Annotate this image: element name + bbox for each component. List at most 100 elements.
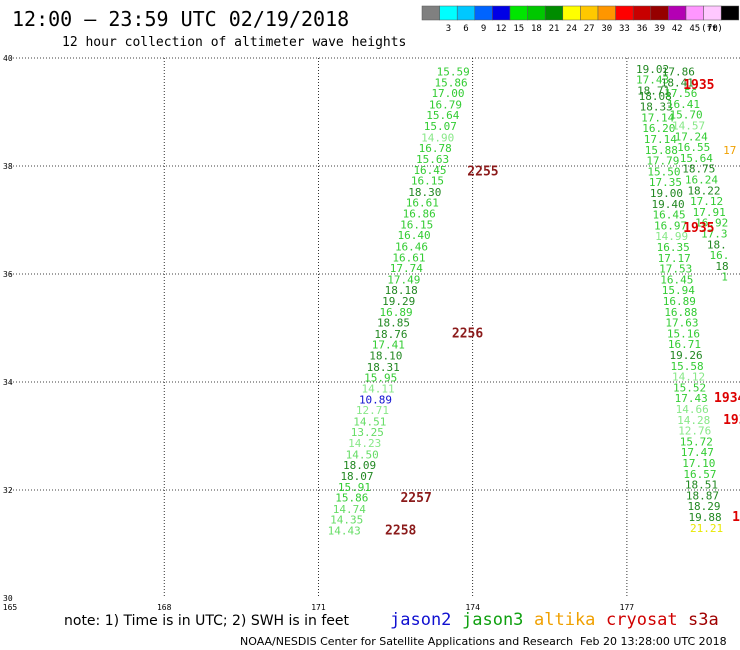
x-tick-label: 165 (3, 603, 18, 612)
wave-height-label: 17 (723, 144, 736, 157)
time-label: 2255 (467, 164, 498, 179)
wave-height-label: 14.35 (330, 514, 363, 527)
wave-height-label: 18.29 (687, 500, 720, 513)
wave-height-label: 17.10 (682, 457, 715, 470)
wave-height-label: 14.28 (677, 414, 710, 427)
wave-height-label: 17.91 (693, 206, 726, 219)
wave-height-label: 18.09 (343, 459, 376, 472)
wave-height-label: 17.24 (675, 130, 708, 143)
satellite-name: jason3 (462, 610, 523, 630)
wave-height-label: 16. (709, 249, 729, 262)
colorbar-label: 21 (549, 24, 560, 34)
y-tick-label: 40 (3, 54, 13, 63)
wave-height-label: 15.86 (435, 76, 468, 89)
satellite-legend: jason2 jason3 altika cryosat s3a (390, 610, 719, 630)
wave-height-label: 17.14 (644, 133, 677, 146)
y-tick-label: 30 (3, 594, 13, 603)
grid-lines (10, 57, 740, 598)
chart-title: 12:00 – 23:59 UTC 02/19/2018 (12, 7, 349, 31)
colorbar-label: 24 (566, 24, 577, 34)
time-label: 2258 (385, 524, 416, 539)
wave-height-label: 19.40 (651, 198, 684, 211)
wave-height-label: 17.43 (675, 392, 708, 405)
colorbar-swatch (720, 5, 740, 21)
colorbar-label: 42 (672, 24, 683, 34)
wave-height-label: 15.52 (673, 381, 706, 394)
colorbar-swatch (509, 5, 528, 21)
wave-height-label: 16.46 (395, 240, 428, 253)
colorbar-label: 36 (637, 24, 648, 34)
colorbar-swatch (615, 5, 634, 21)
wave-height-label: 14.11 (362, 382, 395, 395)
wave-height-label: 16.20 (642, 122, 675, 135)
footer-note: note: 1) Time is in UTC; 2) SWH is in fe… (64, 613, 350, 629)
wave-height-label: 14.43 (328, 525, 361, 538)
time-label: 1935 (683, 221, 714, 236)
wave-height-label: 18.51 (685, 479, 718, 492)
wave-height-label: 16.24 (685, 174, 718, 187)
colorbar-swatch (456, 5, 476, 21)
wave-height-label: 16.45 (660, 273, 693, 286)
time-label: 2256 (452, 326, 483, 341)
footer-credit: NOAA/NESDIS Center for Satellite Applica… (240, 635, 573, 648)
wave-height-label: 14.90 (421, 131, 454, 144)
wave-height-label: 16.45 (652, 209, 685, 222)
colorbar-label: 15 (513, 24, 524, 34)
wave-height-label: 18.18 (385, 284, 418, 297)
colorbar-swatch (562, 5, 581, 21)
time-label: 19 (732, 510, 740, 525)
colorbar-swatch (474, 5, 493, 21)
wave-height-label: 16.79 (429, 98, 462, 111)
colorbar-label: 18 (531, 24, 542, 34)
wave-height-label: 15.58 (670, 360, 703, 373)
wave-height-label: 16.15 (400, 218, 433, 231)
series: 19.0217.4318.7118.0818.3317.1416.2017.14… (636, 63, 723, 535)
wave-height-label: 13.25 (351, 426, 384, 439)
colorbar-label: 27 (584, 24, 595, 34)
wave-height-label: 14.66 (676, 403, 709, 416)
wave-height-label: 16.89 (663, 295, 696, 308)
wave-height-label: 18.75 (682, 163, 715, 176)
satellite-name: cryosat (606, 610, 678, 630)
satellite-name: s3a (688, 610, 719, 630)
wave-height-label: 19.29 (382, 295, 415, 308)
colorbar-swatch (685, 5, 704, 21)
wave-height-label: 18.10 (369, 350, 402, 363)
series: 17 (723, 144, 736, 157)
wave-height-label: 17.14 (641, 111, 674, 124)
wave-height-label: 16.71 (668, 338, 701, 351)
wave-height-label: 16.97 (654, 219, 687, 232)
wave-height-label: 17.35 (649, 176, 682, 189)
wave-height-label: 17.41 (372, 339, 405, 352)
series: 1935 1935 1934 193 19 (683, 78, 740, 525)
wave-height-label: 14.99 (655, 230, 688, 243)
colorbar-swatch (668, 5, 687, 21)
wave-height-label: 16.55 (677, 141, 710, 154)
wave-height-label: 18.87 (686, 489, 719, 502)
wave-height-label: 18.30 (408, 186, 441, 199)
wave-height-label: 18.07 (340, 470, 373, 483)
wave-height-label: 12.71 (356, 404, 389, 417)
series: 2255 2256 2257 2258 (385, 164, 499, 538)
wave-height-label: 18 (715, 260, 728, 273)
wave-height-label: 15.64 (680, 152, 713, 165)
wave-height-label: 18.08 (639, 90, 672, 103)
footer-timestamp: Feb 20 13:28:00 UTC 2018 (580, 635, 727, 648)
wave-height-label: 15.88 (645, 144, 678, 157)
wave-height-label: 15.64 (426, 109, 459, 122)
wave-height-label: 16.15 (411, 175, 444, 188)
colorbar-swatch (527, 5, 546, 21)
wave-height-label: 16.92 (695, 217, 728, 230)
series: 15.5915.8617.0016.7915.6415.0714.9016.78… (328, 66, 470, 538)
wave-height-label: 15.70 (669, 109, 702, 122)
wave-height-label: 15.95 (364, 372, 397, 385)
colorbar-swatch (597, 5, 616, 21)
colorbar-label: 39 (654, 24, 665, 34)
series: 17.8618.4117.5616.4115.7014.5717.2416.55… (661, 66, 730, 284)
wave-height-label: 16.57 (683, 468, 716, 481)
wave-height-label: 19.26 (669, 349, 702, 362)
axis-ticks: 165 168 171 174 177 30 32 34 36 38 40 (3, 54, 635, 612)
wave-height-label: 12.76 (678, 425, 711, 438)
wave-height-label: 16.86 (403, 208, 436, 221)
